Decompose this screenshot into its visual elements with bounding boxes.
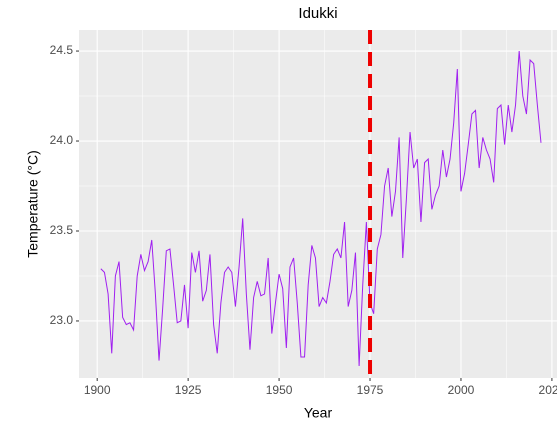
panel: [79, 30, 557, 378]
x-tick-label: 2000: [448, 383, 475, 397]
chart-title: Idukki: [298, 5, 337, 22]
y-tick-label: 24.0: [50, 133, 74, 147]
x-tick-label: 1950: [266, 383, 293, 397]
y-tick-label: 23.5: [50, 223, 74, 237]
y-tick-label: 23.0: [50, 313, 74, 327]
x-tick-label: 1900: [84, 383, 111, 397]
x-tick-label: 2025: [539, 383, 557, 397]
y-tick-label: 24.5: [50, 43, 74, 57]
x-axis-label: Year: [304, 405, 333, 421]
x-tick-label: 1975: [357, 383, 384, 397]
x-tick-label: 1925: [175, 383, 202, 397]
y-axis-label: Temperature (°C): [25, 150, 41, 258]
line: [100, 51, 542, 366]
